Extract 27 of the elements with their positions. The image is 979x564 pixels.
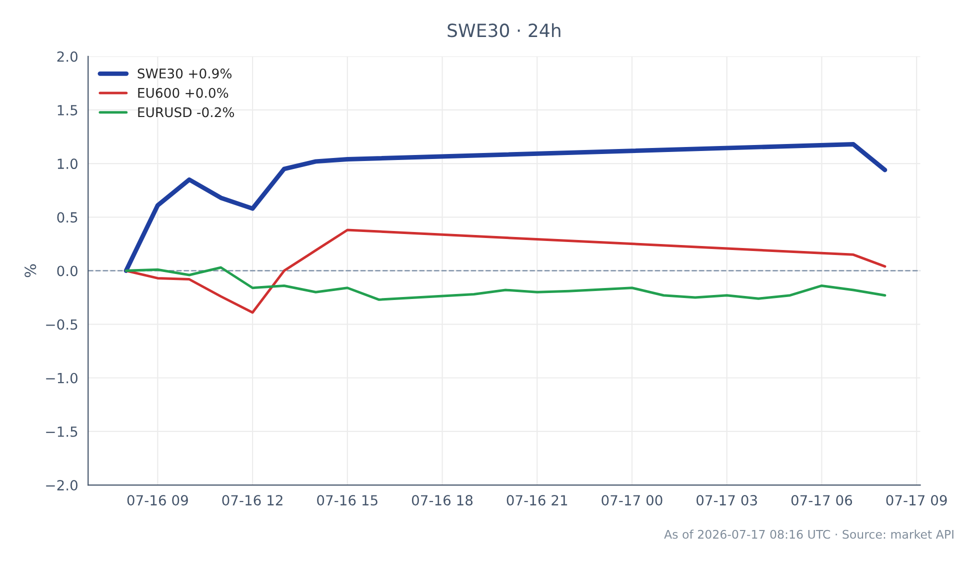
x-tick-label: 07-17 09 <box>886 495 947 506</box>
x-tick-label: 07-16 21 <box>506 495 568 506</box>
x-tick-label: 07-17 03 <box>696 495 757 506</box>
y-tick-label: 1.0 <box>58 158 78 170</box>
y-tick-label: −1.0 <box>46 372 78 384</box>
y-tick-label: 0.0 <box>57 266 78 276</box>
x-tick-label: 07-16 12 <box>222 495 282 506</box>
y-tick-label: 0.5 <box>57 212 78 223</box>
y-tick-label: 1.5 <box>58 105 78 116</box>
y-axis-title: % <box>24 264 36 278</box>
line-series <box>124 142 888 273</box>
y-tick-label: −2.0 <box>46 480 78 491</box>
x-tick-label: 07-16 15 <box>317 495 378 506</box>
x-tick-label: 07-17 06 <box>791 495 852 506</box>
line-series <box>124 266 886 301</box>
x-tick-label: 07-17 00 <box>602 495 662 506</box>
x-tick-label: 07-16 09 <box>127 495 188 506</box>
y-tick-label: −1.5 <box>46 426 78 437</box>
legend-label: EU600 +0.0% <box>138 88 228 98</box>
legend-label: SWE30 +0.9% <box>138 68 232 78</box>
x-tick-label: 07-16 18 <box>412 495 473 506</box>
text: As of 2026-07-17 08:16 UTC · Source: market API <box>664 530 954 539</box>
chart-title: SWE30 · 24h <box>448 23 560 38</box>
y-tick-label: 2.0 <box>57 51 78 62</box>
y-tick-label: −0.5 <box>46 319 78 330</box>
line-series <box>124 228 886 314</box>
legend-label: EURUSD -0.2% <box>138 107 234 118</box>
